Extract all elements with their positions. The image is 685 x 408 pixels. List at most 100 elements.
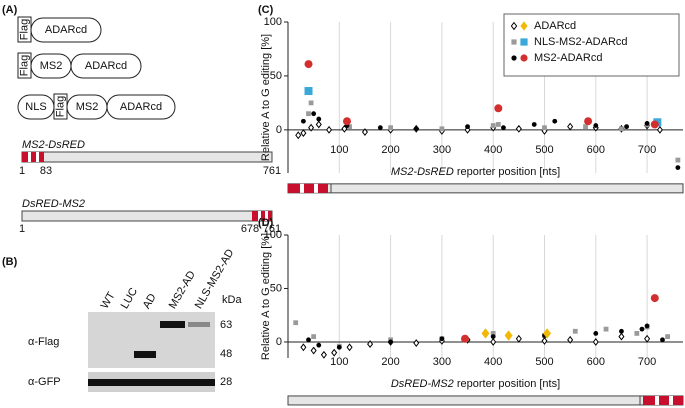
point	[665, 334, 671, 340]
point	[572, 328, 578, 334]
point	[361, 128, 368, 136]
point	[542, 125, 547, 131]
position-label: 678	[241, 223, 259, 235]
y-tick-label: 50	[270, 282, 282, 294]
point	[331, 348, 338, 357]
point	[541, 336, 548, 345]
point	[619, 328, 624, 334]
point	[552, 118, 558, 124]
point	[300, 118, 306, 124]
reporter-bar	[287, 183, 684, 194]
position-label: 83	[40, 165, 52, 177]
point	[634, 331, 640, 336]
point	[310, 346, 317, 355]
x-tick-label: 500	[535, 356, 553, 368]
point	[377, 125, 383, 131]
x-tick-label: 700	[638, 144, 656, 156]
significant-point	[650, 120, 659, 129]
position-label: 1	[19, 223, 25, 235]
y-axis-label: Relative A to G editing [%]	[260, 233, 272, 360]
loop-gap	[669, 395, 673, 405]
point	[413, 339, 420, 347]
loop-gap	[265, 211, 268, 221]
point	[531, 122, 537, 127]
point	[656, 125, 663, 134]
legend-marker	[511, 55, 517, 61]
point	[346, 343, 353, 352]
legend-marker	[520, 21, 528, 31]
legend-box	[503, 13, 680, 77]
reporter-bar	[21, 210, 273, 222]
reporter-name: MS2-DsRED	[22, 139, 85, 151]
point	[583, 124, 588, 130]
loop-gap	[36, 152, 39, 162]
point	[311, 111, 317, 117]
point	[465, 124, 470, 130]
significant-point	[504, 330, 513, 341]
blot	[88, 312, 215, 368]
ms2-loops	[288, 183, 328, 193]
x-axis-label-italic: MS2-DsRED	[391, 166, 454, 178]
unit-label: kDa	[222, 294, 242, 306]
legend-label: NLS-MS2-ADARcd	[534, 36, 628, 48]
point	[644, 334, 651, 343]
point	[675, 157, 681, 163]
loop-gap	[655, 395, 659, 405]
ms2-loops	[22, 152, 44, 162]
point	[308, 123, 315, 132]
x-tick-label: 100	[330, 356, 348, 368]
x-axis-label: DsRED-MS2 reporter position [nts]	[391, 378, 560, 390]
lane-label: WT	[99, 290, 118, 311]
y-tick-label: 100	[264, 16, 282, 28]
point	[490, 331, 496, 336]
construct: Flag MS2 ADARcd	[17, 52, 142, 79]
reporter-bar	[287, 395, 684, 406]
point	[660, 337, 665, 343]
point	[675, 165, 681, 171]
x-axis-label-text: reporter position [nts]	[457, 166, 560, 178]
legend-marker	[520, 54, 528, 62]
significant-point	[304, 60, 313, 69]
reporter-name: DsRED-MS2	[22, 198, 85, 210]
point	[644, 323, 650, 329]
position-label: 1	[19, 165, 25, 177]
x-tick-label: 400	[484, 356, 502, 368]
point	[439, 126, 445, 132]
part-label: Flag	[54, 96, 66, 117]
point	[593, 123, 599, 128]
point	[300, 129, 307, 138]
point	[413, 126, 419, 132]
point	[388, 125, 393, 131]
y-tick-label: 0	[276, 124, 282, 136]
x-tick-label: 100	[330, 144, 348, 156]
y-axis-label: Relative A to G editing [%]	[260, 34, 272, 161]
band	[88, 379, 215, 386]
part-label: Flag	[18, 55, 30, 76]
position-label: 761	[263, 165, 281, 177]
legend-label: MS2-ADARcd	[534, 52, 602, 64]
significant-point	[650, 294, 659, 303]
point	[490, 334, 496, 340]
x-tick-label: 200	[381, 356, 399, 368]
adar-domain	[30, 17, 102, 43]
band	[188, 322, 210, 327]
x-tick-label: 600	[587, 144, 605, 156]
point	[644, 120, 650, 126]
ms2-loops	[643, 395, 683, 405]
adar-domain	[106, 94, 176, 120]
point	[388, 339, 393, 345]
x-axis-label-italic: DsRED-MS2	[391, 378, 454, 390]
ms2-loops	[252, 211, 272, 221]
marker-label: 28	[220, 376, 232, 388]
panel-label: (B)	[2, 256, 18, 268]
point	[515, 334, 522, 343]
point	[624, 124, 629, 130]
x-axis-label-text: reporter position [nts]	[457, 378, 560, 390]
point	[300, 343, 307, 352]
legend-label: ADARcd	[534, 20, 576, 32]
point	[618, 332, 625, 341]
y-tick-label: 100	[264, 229, 282, 241]
point	[367, 340, 374, 349]
construct: NLS Flag MS2 ADARcd	[17, 93, 176, 120]
point	[592, 338, 599, 346]
